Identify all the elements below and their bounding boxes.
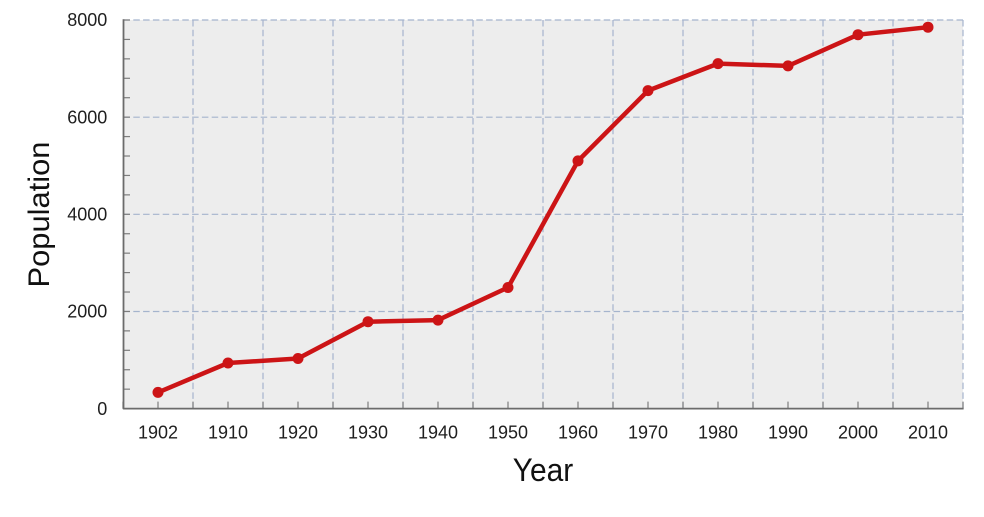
- svg-text:1910: 1910: [208, 423, 248, 443]
- svg-text:1940: 1940: [418, 423, 458, 443]
- svg-text:2000: 2000: [838, 423, 878, 443]
- svg-text:Population: Population: [23, 142, 56, 288]
- svg-text:8000: 8000: [67, 10, 107, 30]
- svg-text:6000: 6000: [67, 107, 107, 127]
- svg-text:2000: 2000: [67, 302, 107, 322]
- svg-text:2010: 2010: [908, 423, 948, 443]
- svg-text:1902: 1902: [138, 423, 178, 443]
- svg-text:1980: 1980: [698, 423, 738, 443]
- svg-text:1970: 1970: [628, 423, 668, 443]
- svg-text:0: 0: [97, 399, 107, 419]
- svg-text:1950: 1950: [488, 423, 528, 443]
- svg-text:1960: 1960: [558, 423, 598, 443]
- svg-text:Year: Year: [513, 452, 574, 488]
- svg-text:4000: 4000: [67, 205, 107, 225]
- svg-text:1930: 1930: [348, 423, 388, 443]
- svg-text:1990: 1990: [768, 423, 808, 443]
- svg-text:1920: 1920: [278, 423, 318, 443]
